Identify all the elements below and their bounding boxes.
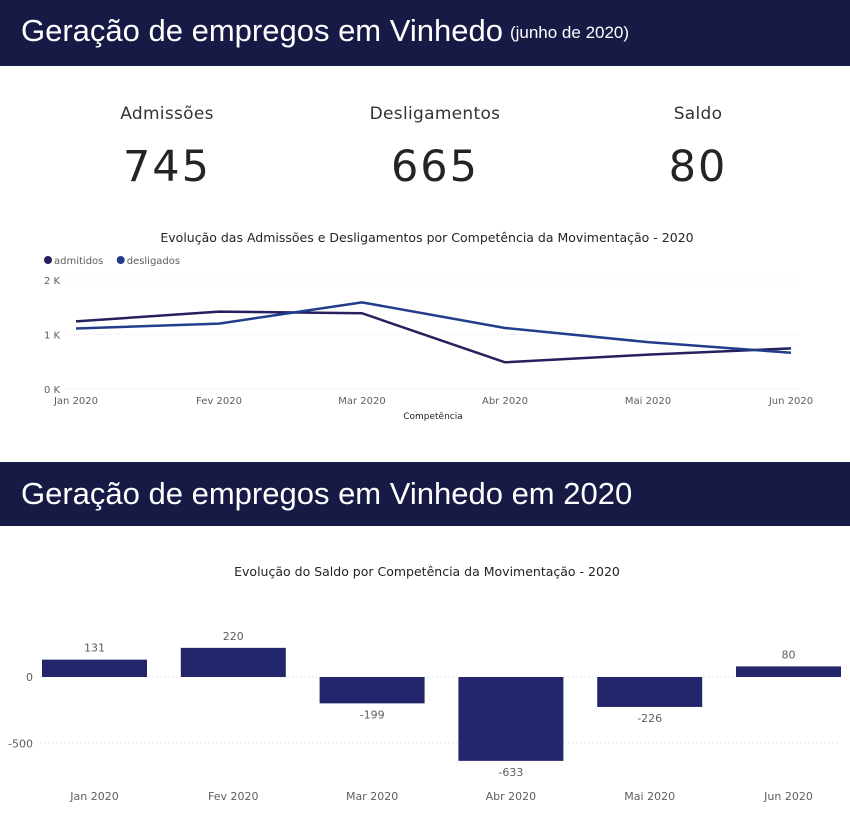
series-line-admitidos [75, 310, 792, 364]
kpi-card-desligamentos: Desligamentos 665 [315, 104, 555, 192]
legend-label-admitidos: admitidos [54, 256, 103, 267]
x-tick-label: Mar 2020 [346, 790, 398, 803]
x-tick-label: Abr 2020 [482, 396, 528, 407]
data-label: -199 [360, 708, 385, 721]
line-chart-admissoes-desligamentos: Evolução das Admissões e Desligamentos p… [44, 230, 813, 422]
section-title: Geração de empregos em Vinhedo em 2020 [21, 476, 633, 511]
x-axis-title: Competência [403, 411, 463, 422]
x-tick-label: Abr 2020 [486, 790, 537, 803]
legend-label-desligados: desligados [127, 256, 180, 267]
bar-mai-2020 [597, 677, 703, 707]
y-tick-label: 0 [26, 671, 33, 684]
chart-title: Evolução das Admissões e Desligamentos p… [160, 230, 693, 245]
y-tick-label: -500 [8, 737, 33, 750]
x-tick-label: Fev 2020 [196, 396, 242, 407]
x-tick-label: Jun 2020 [763, 790, 813, 803]
kpi-label: Saldo [673, 104, 723, 124]
section-subtitle: (junho de 2020) [509, 23, 630, 42]
y-tick-label: 2 K [44, 276, 61, 287]
x-tick-label: Mar 2020 [338, 396, 386, 407]
kpi-value: 665 [390, 142, 480, 192]
data-label: -633 [498, 766, 523, 779]
bar-mar-2020 [319, 677, 425, 704]
x-tick-label: Mai 2020 [624, 790, 675, 803]
bar-chart-saldo: Evolução do Saldo por Competência da Mov… [8, 564, 841, 803]
kpi-card-admissoes: Admissões 745 [47, 104, 287, 192]
data-label: -226 [637, 712, 662, 725]
x-tick-label: Jan 2020 [69, 790, 118, 803]
kpi-value: 80 [668, 142, 728, 192]
chart-title: Evolução do Saldo por Competência da Mov… [234, 564, 620, 579]
bar-jan-2020 [42, 659, 147, 677]
data-label: 80 [782, 648, 796, 661]
y-tick-label: 0 K [44, 385, 61, 396]
y-tick-label: 1 K [44, 331, 61, 342]
bar-abr-2020 [458, 677, 564, 761]
x-tick-label: Fev 2020 [208, 790, 259, 803]
bar-jun-2020 [736, 666, 841, 677]
section-header-year: Geração de empregos em Vinhedo em 2020 [0, 462, 850, 526]
legend-marker-desligados [116, 256, 125, 264]
section-header-june: Geração de empregos em Vinhedo (junho de… [0, 0, 850, 66]
kpi-label: Admissões [120, 104, 214, 124]
kpi-value: 745 [122, 142, 212, 192]
bar-fev-2020 [180, 647, 286, 677]
legend-marker-admitidos [44, 256, 52, 264]
x-tick-label: Jan 2020 [53, 396, 98, 407]
x-tick-label: Mai 2020 [625, 396, 671, 407]
data-label: 131 [84, 642, 105, 655]
x-tick-label: Jun 2020 [768, 396, 813, 407]
data-label: 220 [223, 630, 244, 643]
section-title: Geração de empregos em Vinhedo [21, 13, 503, 48]
kpi-label: Desligamentos [369, 104, 501, 124]
kpi-card-saldo: Saldo 80 [578, 104, 818, 192]
series-line-desligados [75, 301, 792, 355]
